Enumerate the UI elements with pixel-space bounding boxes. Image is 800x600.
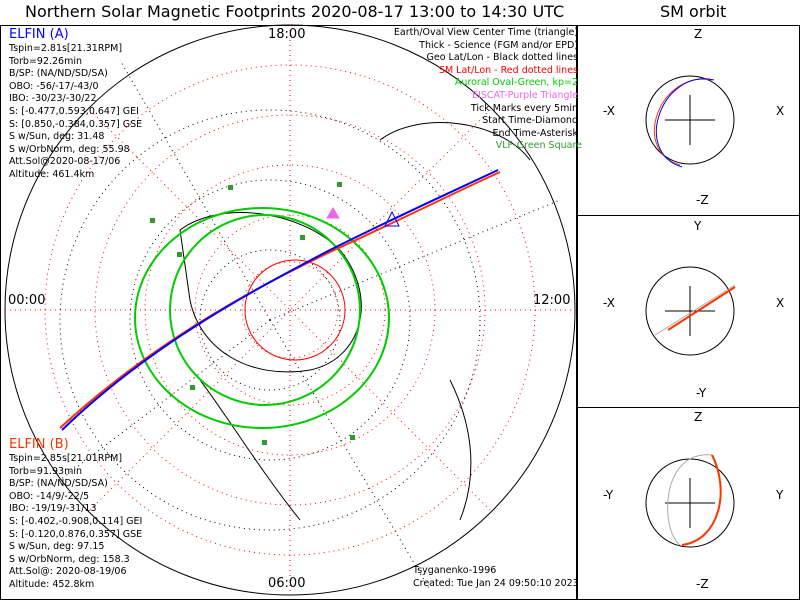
info-line: Altitude: 452.8km: [9, 578, 95, 590]
info-line: Tspin=2.85s[21.01RPM]: [9, 453, 123, 464]
plot-title: Northern Solar Magnetic Footprints 2020-…: [25, 2, 565, 21]
axis-label: Y: [776, 488, 784, 502]
mlt-label-top: 18:00: [268, 27, 306, 42]
legend-item: EISCAT-Purple Triangle: [472, 89, 578, 101]
mlt-label-right: 12:00: [533, 293, 571, 308]
info-line: S: [-0.120,0.876,0.357] GSE: [9, 528, 143, 540]
auroral-oval: [134, 207, 390, 429]
legend-item: Earth/Oval View Center Time (triangle): [393, 27, 578, 38]
sm-orbit-plots: [645, 75, 736, 548]
info-line: S w/OrbNorm, deg: 55.98: [9, 143, 130, 155]
legend-item: Auroral Oval-Green, kp=2: [454, 77, 578, 89]
axis-label: Y: [694, 219, 702, 233]
info-line: Att.Sol@: 2020-08-19/06: [9, 566, 127, 578]
info-line: Torb=91.93min: [9, 465, 83, 477]
axis-label: Z: [694, 27, 703, 41]
legend-item: Tick Marks every 5min: [470, 102, 578, 114]
info-line: Att.Sol@2020-08-17/06: [9, 156, 121, 168]
elfin-a-info: ELFIN (A) Tspin=2.81s[21.31RPM] Torb=92.…: [9, 27, 142, 182]
created-timestamp: Created: Tue Jan 24 09:50:10 2023: [413, 578, 579, 589]
legend-item: End Time-Asterisk: [492, 127, 578, 139]
info-line: S w/Sun, deg: 97.15: [9, 541, 105, 553]
axis-label: Z: [694, 410, 703, 424]
mlt-label-left: 00:00: [8, 293, 46, 308]
elfin-b-info: ELFIN (B) Tspin=2.85s[21.01RPM] Torb=91.…: [9, 437, 142, 592]
info-line: S w/Sun, deg: 31.48: [9, 131, 105, 143]
axis-label: -Z: [696, 577, 709, 591]
info-line: S: [-0.477,0.593,0.647] GEI: [9, 105, 139, 117]
vlf-squares: [150, 182, 355, 445]
info-line: B/SP: (NA/ND/SD/SA): [9, 68, 108, 80]
axis-label: X: [776, 296, 785, 310]
earth-disk: [4, 24, 576, 596]
legend-item: Thick - Science (FGM and/or EPD): [419, 39, 578, 51]
legend-item: SM Lat/Lon - Red dotted lines: [438, 64, 578, 76]
info-line: OBO: -56/-17/-43/0: [9, 80, 99, 92]
axis-label: -X: [603, 104, 615, 118]
info-line: IBO: -30/23/-30/22: [9, 93, 97, 105]
elfin-b-name: ELFIN (B): [9, 437, 69, 452]
axis-label: -Y: [603, 488, 614, 502]
elfin-a-name: ELFIN (A): [9, 27, 69, 42]
info-line: B/SP: (NA/ND/SD/SA): [9, 478, 108, 490]
model-label: Tsyganenko-1996: [413, 565, 497, 576]
info-line: Tspin=2.81s[21.31RPM]: [9, 43, 123, 54]
axis-label: -Y: [696, 386, 707, 400]
legend-item: Start Time-Diamond: [482, 115, 578, 127]
footprint-tracks: [59, 169, 501, 431]
axis-label: -Z: [696, 193, 709, 207]
axis-label: -X: [603, 296, 615, 310]
axis-label: X: [776, 104, 785, 118]
legend-item: VLF-Green Square: [495, 140, 582, 152]
legend: Earth/Oval View Center Time (triangle) T…: [393, 27, 582, 153]
info-line: S: [-0.402,-0.908,0.114] GEI: [9, 515, 143, 527]
info-line: IBO: -19/19/-31/13: [9, 503, 97, 515]
info-line: OBO: -14/9/-22/5: [9, 490, 90, 502]
info-line: S w/OrbNorm, deg: 158.3: [9, 553, 130, 565]
sm-orbit-title: SM orbit: [660, 2, 727, 21]
legend-item: Geo Lat/Lon - Black dotted lines: [426, 52, 578, 64]
info-line: Altitude: 461.4km: [9, 168, 95, 180]
info-line: Torb=92.26min: [9, 55, 83, 67]
mlt-label-bottom: 06:00: [268, 576, 306, 591]
info-line: S: [0.850,-0.384,0.357] GSE: [9, 118, 143, 130]
